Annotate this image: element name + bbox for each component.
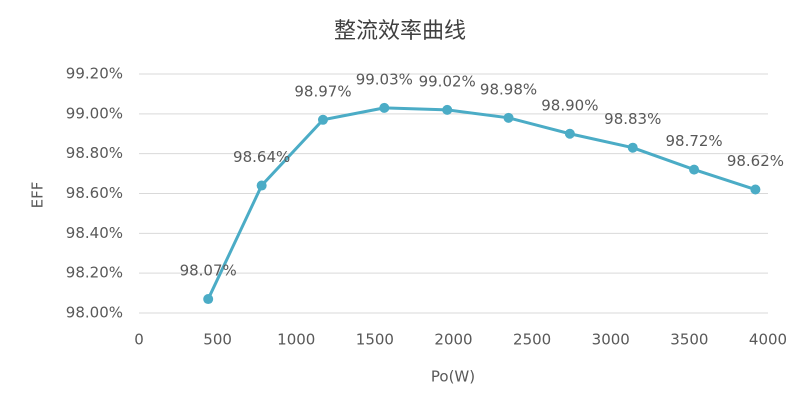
y-tick-label: 98.20% [66,264,123,282]
y-tick-label: 99.20% [66,65,123,83]
data-point [750,184,761,195]
data-label: 98.07% [180,262,237,280]
x-axis-label: Po(W) [431,368,475,386]
data-label: 98.97% [294,82,351,100]
data-label: 98.64% [233,148,290,166]
y-tick-label: 98.80% [66,144,123,162]
y-tick-label: 98.60% [66,184,123,202]
data-label: 98.72% [665,132,722,150]
data-point [203,294,214,305]
data-label: 99.03% [356,70,413,88]
data-point [627,142,638,153]
data-point [564,128,575,139]
x-tick-label: 2000 [434,331,472,349]
data-label: 98.83% [604,110,661,128]
data-point [256,180,267,191]
data-label: 99.02% [419,72,476,90]
x-tick-label: 1000 [277,331,315,349]
data-label: 98.90% [541,96,598,114]
y-tick-label: 98.00% [66,304,123,322]
x-tick-label: 0 [134,331,144,349]
data-point [442,104,453,115]
series-line [206,106,756,300]
y-tick-label: 99.00% [66,104,123,122]
data-label: 98.62% [727,152,784,170]
x-tick-label: 2500 [513,331,551,349]
data-point [503,112,514,123]
chart-title: 整流效率曲线 [334,19,466,44]
data-point [379,102,390,113]
x-tick-label: 3500 [670,331,708,349]
y-tick-label: 98.40% [66,224,123,242]
data-point [317,114,328,125]
x-tick-label: 500 [203,331,232,349]
x-tick-label: 4000 [749,331,787,349]
data-label: 98.98% [480,80,537,98]
x-tick-label: 3000 [592,331,630,349]
data-point [689,164,700,175]
y-axis-label: EFF [29,182,47,209]
x-tick-label: 1500 [356,331,394,349]
